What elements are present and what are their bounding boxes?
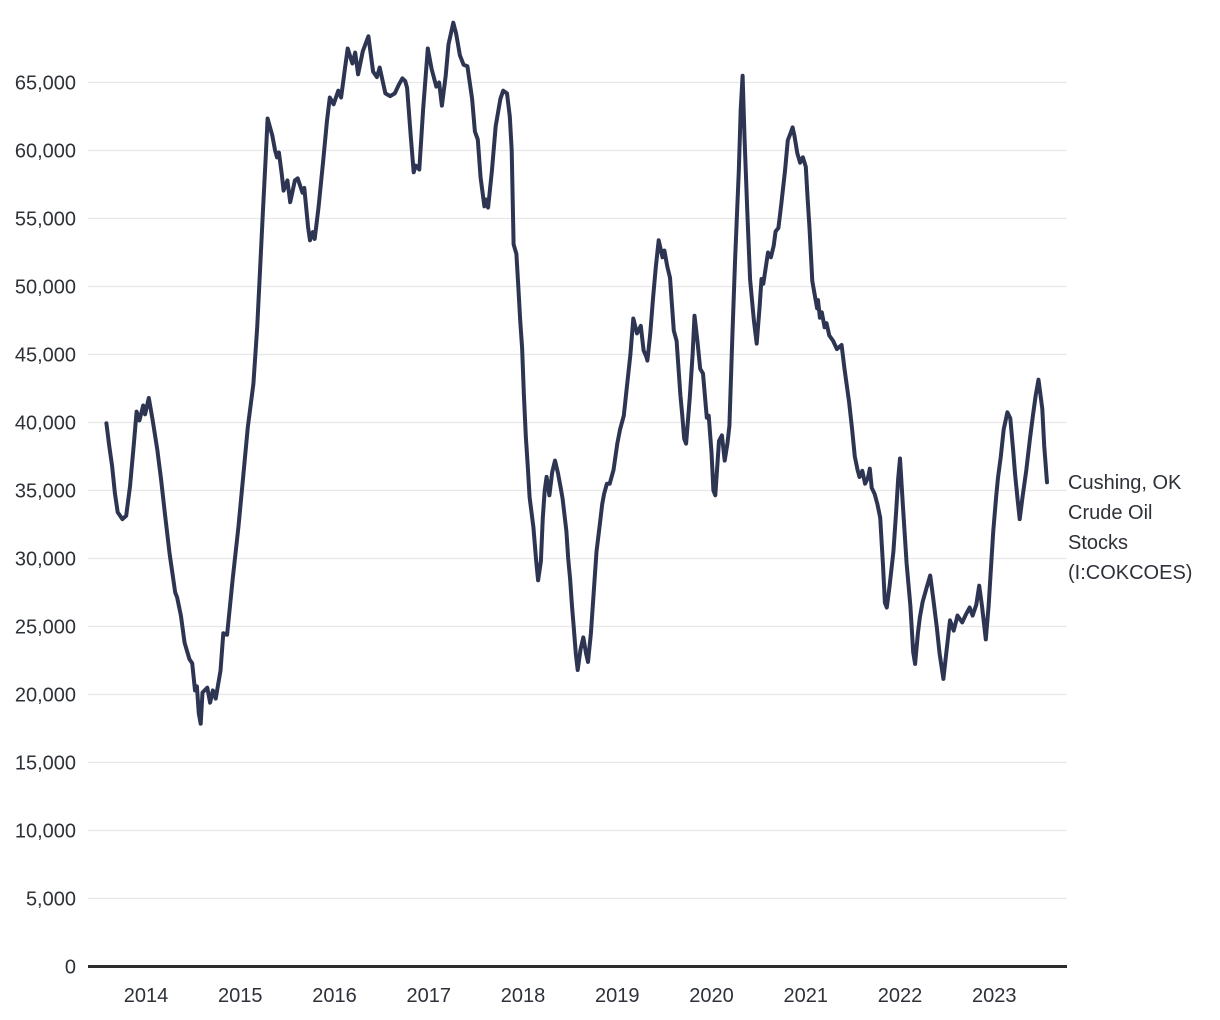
y-tick-label: 45,000: [15, 345, 76, 367]
y-tick-label: 35,000: [15, 481, 76, 503]
y-tick-label: 55,000: [15, 209, 76, 231]
y-tick-label: 10,000: [15, 821, 76, 843]
x-tick-label: 2017: [407, 985, 452, 1007]
series-label-line: Cushing, OK: [1068, 472, 1182, 494]
x-tick-label: 2018: [501, 985, 546, 1007]
series-label-line: Crude Oil: [1068, 502, 1153, 524]
x-tick-label: 2020: [689, 985, 734, 1007]
y-tick-label: 60,000: [15, 141, 76, 163]
y-tick-label: 5,000: [26, 889, 76, 911]
series-label-line: (I:COKCOES): [1068, 562, 1193, 584]
x-tick-label: 2015: [218, 985, 263, 1007]
x-tick-label: 2022: [878, 985, 923, 1007]
x-tick-label: 2019: [595, 985, 640, 1007]
x-tick-label: 2023: [972, 985, 1017, 1007]
y-tick-label: 15,000: [15, 753, 76, 775]
x-tick-label: 2014: [124, 985, 169, 1007]
x-tick-label: 2016: [312, 985, 357, 1007]
y-tick-label: 40,000: [15, 413, 76, 435]
x-tick-label: 2021: [784, 985, 829, 1007]
series-label-line: Stocks: [1068, 532, 1129, 554]
y-tick-label: 0: [65, 957, 76, 979]
y-tick-label: 30,000: [15, 549, 76, 571]
series-line: [104, 20, 1049, 726]
series-label: Cushing, OK Crude Oil Stocks (I:COKCOES): [1068, 468, 1218, 588]
y-tick-label: 25,000: [15, 617, 76, 639]
y-tick-label: 50,000: [15, 277, 76, 299]
y-tick-label: 20,000: [15, 685, 76, 707]
y-tick-label: 65,000: [15, 73, 76, 95]
